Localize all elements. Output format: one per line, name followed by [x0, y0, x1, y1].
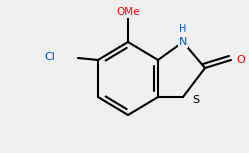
Text: H: H — [179, 24, 187, 34]
Text: OMe: OMe — [116, 7, 140, 17]
Text: S: S — [192, 95, 199, 105]
Text: Cl: Cl — [45, 52, 56, 62]
Text: O: O — [236, 55, 245, 65]
Text: N: N — [179, 37, 187, 47]
